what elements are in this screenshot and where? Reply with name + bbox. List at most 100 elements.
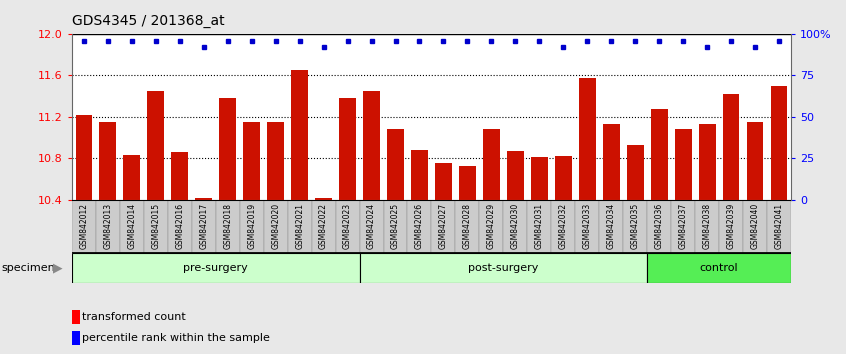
Bar <box>168 200 192 253</box>
Text: GSM842023: GSM842023 <box>343 202 352 249</box>
Bar <box>124 155 140 200</box>
Bar <box>339 98 356 200</box>
Bar <box>575 200 599 253</box>
Bar <box>555 156 572 200</box>
Bar <box>695 200 719 253</box>
Bar <box>480 200 503 253</box>
Bar <box>96 200 120 253</box>
Text: GSM842032: GSM842032 <box>559 202 568 249</box>
Bar <box>239 200 264 253</box>
Bar <box>624 200 647 253</box>
Text: GSM842034: GSM842034 <box>607 202 616 249</box>
Text: GSM842037: GSM842037 <box>678 202 688 249</box>
Text: GSM842017: GSM842017 <box>200 202 208 249</box>
Bar <box>360 253 647 283</box>
Bar <box>336 200 360 253</box>
Bar <box>291 70 308 200</box>
Text: control: control <box>700 263 739 273</box>
Bar <box>599 200 624 253</box>
Bar <box>216 200 239 253</box>
Bar <box>747 122 763 200</box>
Bar <box>579 78 596 200</box>
Text: GSM842028: GSM842028 <box>463 202 472 249</box>
Text: GSM842014: GSM842014 <box>128 202 136 249</box>
Bar <box>603 124 619 200</box>
Bar <box>387 129 404 200</box>
Bar <box>72 253 360 283</box>
Bar <box>288 200 311 253</box>
Bar <box>408 200 431 253</box>
Text: GSM842026: GSM842026 <box>415 202 424 249</box>
Bar <box>383 200 408 253</box>
Text: GSM842018: GSM842018 <box>223 202 232 249</box>
Bar <box>192 200 216 253</box>
Bar <box>647 200 671 253</box>
Bar <box>311 200 336 253</box>
Text: GSM842033: GSM842033 <box>583 202 591 249</box>
Bar <box>483 129 500 200</box>
Text: GSM842030: GSM842030 <box>511 202 519 249</box>
Text: GSM842036: GSM842036 <box>655 202 663 249</box>
Bar <box>72 200 96 253</box>
Bar <box>647 253 791 283</box>
Bar <box>503 200 527 253</box>
Bar <box>316 198 332 200</box>
Bar <box>675 129 691 200</box>
Bar <box>507 151 524 200</box>
Bar <box>219 98 236 200</box>
Text: ▶: ▶ <box>53 262 63 275</box>
Text: GSM842022: GSM842022 <box>319 202 328 249</box>
Text: GSM842027: GSM842027 <box>439 202 448 249</box>
Bar <box>195 198 212 200</box>
Text: GSM842013: GSM842013 <box>103 202 113 249</box>
Text: GSM842024: GSM842024 <box>367 202 376 249</box>
Text: GSM842031: GSM842031 <box>535 202 544 249</box>
Bar <box>75 115 92 200</box>
Text: GSM842041: GSM842041 <box>775 202 783 249</box>
Bar <box>72 331 80 345</box>
Bar <box>743 200 767 253</box>
Bar <box>527 200 552 253</box>
Bar <box>120 200 144 253</box>
Bar <box>144 200 168 253</box>
Bar <box>771 86 788 200</box>
Bar <box>147 91 164 200</box>
Text: transformed count: transformed count <box>82 312 186 322</box>
Bar <box>435 162 452 200</box>
Bar <box>267 122 284 200</box>
Bar <box>100 122 116 200</box>
Text: GSM842019: GSM842019 <box>247 202 256 249</box>
Text: GSM842038: GSM842038 <box>703 202 711 249</box>
Text: pre-surgery: pre-surgery <box>184 263 248 273</box>
Text: GSM842029: GSM842029 <box>487 202 496 249</box>
Text: percentile rank within the sample: percentile rank within the sample <box>82 333 271 343</box>
Bar <box>767 200 791 253</box>
Bar <box>627 145 644 200</box>
Text: GSM842012: GSM842012 <box>80 202 88 249</box>
Text: GSM842015: GSM842015 <box>151 202 160 249</box>
Text: GSM842016: GSM842016 <box>175 202 184 249</box>
Text: GDS4345 / 201368_at: GDS4345 / 201368_at <box>72 14 224 28</box>
Text: specimen: specimen <box>2 263 56 273</box>
Text: GSM842039: GSM842039 <box>727 202 735 249</box>
Bar <box>264 200 288 253</box>
Bar <box>531 158 547 200</box>
Text: GSM842035: GSM842035 <box>631 202 640 249</box>
Text: GSM842025: GSM842025 <box>391 202 400 249</box>
Text: GSM842021: GSM842021 <box>295 202 304 249</box>
Bar <box>459 166 475 200</box>
Bar <box>360 200 383 253</box>
Bar <box>244 122 260 200</box>
Bar <box>719 200 743 253</box>
Bar <box>431 200 455 253</box>
Bar <box>455 200 480 253</box>
Text: GSM842040: GSM842040 <box>750 202 760 249</box>
Bar <box>671 200 695 253</box>
Bar <box>552 200 575 253</box>
Bar <box>699 124 716 200</box>
Bar <box>411 150 428 200</box>
Text: post-surgery: post-surgery <box>468 263 539 273</box>
Bar <box>722 94 739 200</box>
Bar <box>651 109 667 200</box>
Bar <box>363 91 380 200</box>
